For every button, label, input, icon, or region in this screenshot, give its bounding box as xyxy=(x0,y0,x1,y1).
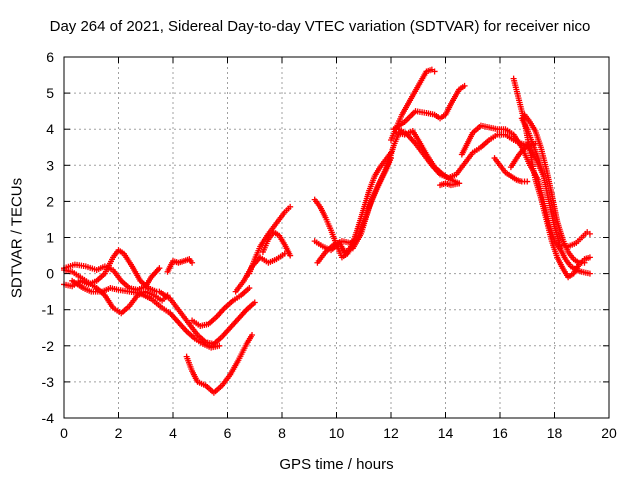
x-tick-label: 16 xyxy=(492,425,508,441)
y-axis-label: SDTVAR / TECUs xyxy=(8,177,26,299)
data-point xyxy=(189,259,196,266)
series-6 xyxy=(189,285,253,329)
y-tick-label: 0 xyxy=(46,266,54,282)
x-tick-label: 18 xyxy=(547,425,563,441)
y-tick-label: 4 xyxy=(46,121,54,137)
plot-frame xyxy=(63,56,610,419)
series-11 xyxy=(259,229,294,259)
data-point xyxy=(581,259,588,266)
y-tick-label: 6 xyxy=(46,49,54,65)
x-tick-label: 0 xyxy=(60,425,68,441)
y-tick-label: -3 xyxy=(42,374,55,390)
data-point xyxy=(388,155,394,162)
series-4 xyxy=(69,277,223,351)
series-21 xyxy=(491,155,531,185)
series-16 xyxy=(390,82,468,133)
series-5 xyxy=(156,288,258,347)
x-tick-label: 12 xyxy=(383,425,399,441)
y-tick-label: -2 xyxy=(42,338,55,354)
series-9 xyxy=(232,250,288,295)
data-point xyxy=(524,178,531,185)
x-tick-label: 8 xyxy=(278,425,286,441)
chart-title: Day 264 of 2021, Sidereal Day-to-day VTE… xyxy=(49,18,591,35)
series-15 xyxy=(388,66,438,144)
x-axis-label: GPS time / hours xyxy=(279,456,394,473)
series-24 xyxy=(521,111,588,266)
x-tick-label: 2 xyxy=(115,425,123,441)
series-12 xyxy=(311,149,394,261)
x-tick-label: 14 xyxy=(438,425,454,441)
series-22 xyxy=(510,75,593,281)
data-point xyxy=(249,331,256,338)
data-point xyxy=(287,203,294,210)
y-tick-label: 2 xyxy=(46,193,54,209)
y-tick-label: 5 xyxy=(46,85,54,101)
data-point xyxy=(461,82,468,89)
series-23 xyxy=(518,115,593,250)
data-point xyxy=(540,173,547,180)
grid xyxy=(64,57,609,418)
series-3 xyxy=(61,261,163,293)
data-point xyxy=(586,254,593,261)
data-point xyxy=(246,285,253,292)
data-point xyxy=(586,230,593,237)
x-tick-label: 10 xyxy=(329,425,345,441)
y-tick-label: 3 xyxy=(46,157,54,173)
data-point xyxy=(251,299,258,306)
series-14 xyxy=(311,155,394,255)
x-tick-label: 20 xyxy=(601,425,617,441)
data-point xyxy=(431,68,438,75)
series-7 xyxy=(164,256,196,275)
series-19 xyxy=(437,180,463,189)
series-25 xyxy=(507,142,547,180)
data-point xyxy=(456,180,463,187)
data-point xyxy=(216,342,223,349)
x-tick-label: 6 xyxy=(224,425,232,441)
x-tick-label: 4 xyxy=(169,425,177,441)
data-points xyxy=(61,66,593,396)
series-8 xyxy=(183,331,256,396)
data-point xyxy=(586,270,593,277)
y-tick-label: -4 xyxy=(42,410,55,426)
y-tick-label: -1 xyxy=(42,302,55,318)
y-tick-label: 1 xyxy=(46,230,54,246)
data-point xyxy=(287,252,294,259)
data-point xyxy=(156,265,163,272)
